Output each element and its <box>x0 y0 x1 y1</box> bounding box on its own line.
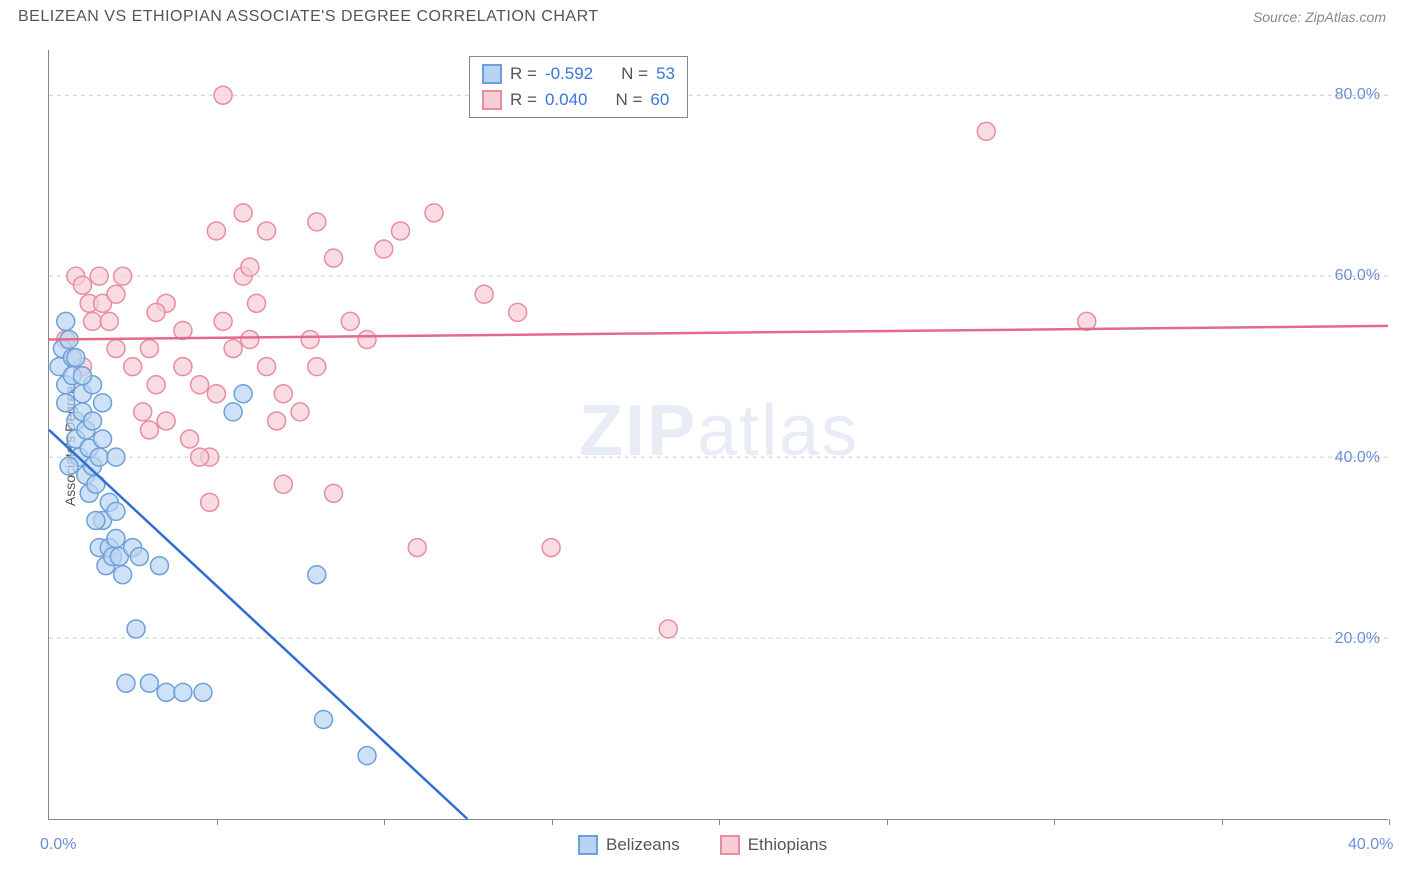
stats-legend-box: R = -0.592 N = 53 R = 0.040 N = 60 <box>469 56 688 118</box>
header: BELIZEAN VS ETHIOPIAN ASSOCIATE'S DEGREE… <box>0 0 1406 30</box>
r-label: R = <box>510 87 537 113</box>
y-tick-label: 60.0% <box>1335 267 1380 285</box>
swatch-ethiopians <box>482 90 502 110</box>
y-tick-label: 80.0% <box>1335 86 1380 104</box>
legend-swatch-belizeans <box>578 835 598 855</box>
n-value-ethiopians: 60 <box>650 87 669 113</box>
legend-label-belizeans: Belizeans <box>606 835 680 855</box>
y-tick-label: 20.0% <box>1335 630 1380 648</box>
r-value-ethiopians: 0.040 <box>545 87 588 113</box>
chart-svg <box>49 50 1388 819</box>
x-tick <box>1389 819 1390 825</box>
legend-item-belizeans: Belizeans <box>578 835 680 855</box>
n-label: N = <box>621 61 648 87</box>
x-tick-label-min: 0.0% <box>40 836 76 854</box>
x-tick-label-max: 40.0% <box>1348 836 1393 854</box>
stats-row-ethiopians: R = 0.040 N = 60 <box>482 87 675 113</box>
x-tick <box>1054 819 1055 825</box>
stats-row-belizeans: R = -0.592 N = 53 <box>482 61 675 87</box>
x-tick <box>552 819 553 825</box>
legend-label-ethiopians: Ethiopians <box>748 835 827 855</box>
x-tick <box>719 819 720 825</box>
plot-area: ZIPatlas 20.0%40.0%60.0%80.0% R = -0.592… <box>48 50 1388 820</box>
r-label: R = <box>510 61 537 87</box>
bottom-legend: Belizeans Ethiopians <box>578 835 827 855</box>
chart-title: BELIZEAN VS ETHIOPIAN ASSOCIATE'S DEGREE… <box>18 8 599 26</box>
x-tick <box>384 819 385 825</box>
n-value-belizeans: 53 <box>656 61 675 87</box>
source-attribution: Source: ZipAtlas.com <box>1253 9 1386 25</box>
legend-item-ethiopians: Ethiopians <box>720 835 827 855</box>
y-tick-label: 40.0% <box>1335 449 1380 467</box>
x-tick <box>217 819 218 825</box>
plot-container: ZIPatlas 20.0%40.0%60.0%80.0% R = -0.592… <box>48 50 1388 820</box>
swatch-belizeans <box>482 64 502 84</box>
legend-swatch-ethiopians <box>720 835 740 855</box>
r-value-belizeans: -0.592 <box>545 61 593 87</box>
x-tick <box>887 819 888 825</box>
n-label: N = <box>615 87 642 113</box>
x-tick <box>1222 819 1223 825</box>
